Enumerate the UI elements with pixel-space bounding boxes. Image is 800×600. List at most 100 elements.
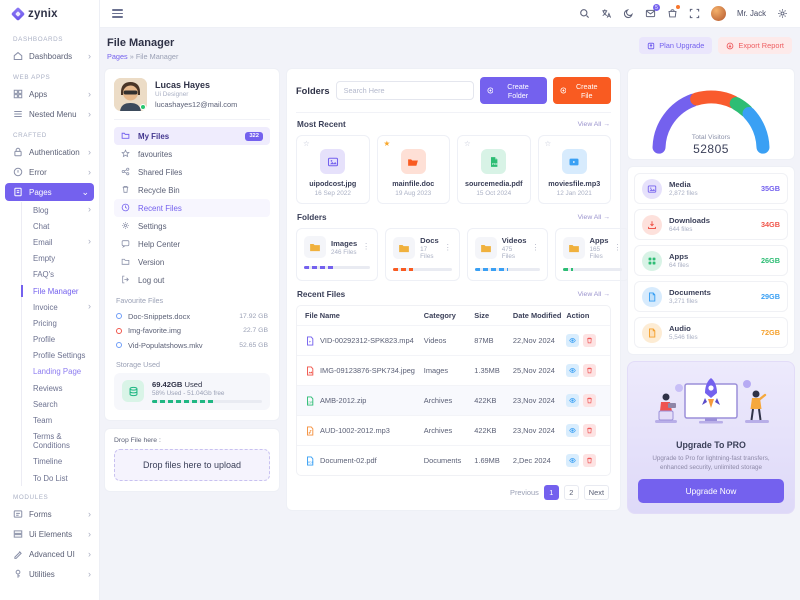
favourite-file-row[interactable]: Img-favorite.img 22.7 GB — [114, 324, 270, 339]
recent-file-card[interactable]: ☆ PDF sourcemedia.pdf 15 Oct 2024 — [457, 135, 531, 204]
gear-icon[interactable] — [777, 8, 788, 19]
create-folder-button[interactable]: Create Folder — [479, 77, 547, 104]
sidebar-subitem-pricing[interactable]: Pricing — [33, 318, 57, 328]
category-row-downloads[interactable]: Downloads 644 files 34GB — [634, 209, 788, 240]
upgrade-now-button[interactable]: Upgrade Now — [638, 479, 784, 504]
menu-item-shared-files[interactable]: Shared Files — [114, 163, 270, 181]
search-input[interactable] — [335, 81, 474, 100]
dark-mode-moon-icon[interactable] — [623, 8, 634, 19]
favourite-file-row[interactable]: Doc-Snippets.docx 17.92 GB — [114, 309, 270, 324]
kebab-menu-icon[interactable]: ⋮ — [443, 243, 452, 252]
pagination-page-2[interactable]: 2 — [563, 485, 579, 500]
folder-card-videos[interactable]: Videos 475 Files ⋮ — [466, 228, 548, 281]
sidebar-item-error[interactable]: Error › — [0, 162, 99, 182]
menu-item-settings[interactable]: Settings — [114, 217, 270, 235]
folder-card-apps[interactable]: Apps 165 Files ⋮ — [554, 228, 630, 281]
menu-item-recent-files[interactable]: Recent Files — [114, 199, 270, 217]
menu-item-log-out[interactable]: Log out — [114, 271, 270, 289]
file-dropzone[interactable]: Drop files here to upload — [114, 448, 270, 481]
sidebar-subitem-invoice[interactable]: Invoice › — [33, 301, 91, 312]
menu-item-my-files[interactable]: My Files 322 — [114, 127, 270, 145]
category-row-documents[interactable]: Documents 3,271 files 29GB — [634, 281, 788, 312]
table-row[interactable]: VID-00292312-SPK823.mp4 Videos 87MB 22,N… — [297, 325, 610, 355]
menu-item-favourites[interactable]: favourites — [114, 145, 270, 163]
view-file-button[interactable] — [566, 454, 580, 467]
table-row[interactable]: ZIP AMB-2012.zip Archives 422KB 23,Nov 20… — [297, 385, 610, 415]
sidebar-item-pages[interactable]: Pages ⌄ — [5, 183, 94, 201]
kebab-menu-icon[interactable]: ⋮ — [613, 243, 622, 252]
table-row[interactable]: AUD-1002-2012.mp3 Archives 422KB 23,Nov … — [297, 415, 610, 445]
mail-icon[interactable]: 5 — [645, 4, 660, 19]
create-file-button[interactable]: Create File — [552, 77, 611, 104]
delete-file-button[interactable] — [583, 454, 597, 467]
star-icon[interactable]: ☆ — [544, 139, 552, 148]
user-avatar[interactable] — [710, 6, 726, 21]
sidebar-subitem-timeline[interactable]: Timeline — [33, 457, 63, 467]
most-recent-view-all-link[interactable]: View All → — [577, 121, 610, 128]
delete-file-button[interactable] — [583, 424, 597, 437]
sidebar-subitem-empty[interactable]: Empty — [33, 254, 56, 264]
sidebar-subitem-search[interactable]: Search — [33, 399, 58, 409]
sidebar-subitem-faqs[interactable]: FAQ's — [33, 270, 54, 280]
category-row-apps[interactable]: Apps 64 files 26GB — [634, 245, 788, 276]
recent-file-card[interactable]: ☆ moviesfile.mp3 12 Jan 2021 — [537, 135, 611, 204]
star-icon[interactable]: ☆ — [303, 139, 310, 148]
recent-file-card[interactable]: ★ mainfile.doc 19 Aug 2023 — [376, 135, 450, 204]
pagination-page-1[interactable]: 1 — [543, 485, 559, 500]
pagination-next[interactable]: Next — [583, 485, 609, 500]
sidebar-item-dashboards[interactable]: Dashboards › — [0, 46, 99, 66]
sidebar-item-forms[interactable]: Forms › — [0, 504, 99, 524]
sidebar-subitem-profile[interactable]: Profile — [33, 335, 56, 345]
plan-upgrade-button[interactable]: Plan Upgrade — [639, 37, 713, 54]
view-file-button[interactable] — [566, 364, 580, 377]
folder-card-docs[interactable]: Docs 17 Files ⋮ — [385, 228, 460, 281]
menu-item-help-center[interactable]: Help Center — [114, 235, 270, 253]
brand-logo[interactable]: zynix — [0, 0, 99, 28]
kebab-menu-icon[interactable]: ⋮ — [362, 242, 371, 251]
sidebar-subitem-chat[interactable]: Chat — [33, 221, 50, 231]
sidebar-subitem-terms[interactable]: Terms & Conditions — [33, 432, 70, 451]
folders-view-all-link[interactable]: View All → — [577, 214, 610, 221]
recent-file-card[interactable]: ☆ uipodcost.jpg 16 Sep 2022 — [296, 135, 370, 204]
sidebar-subitem-file-manager[interactable]: File Manager — [21, 283, 99, 299]
table-row[interactable]: PDF Document-02.pdf Documents 1.69MB 2,De… — [297, 445, 610, 475]
kebab-menu-icon[interactable]: ⋮ — [531, 243, 540, 252]
export-report-button[interactable]: Export Report — [718, 37, 792, 54]
menu-toggle-icon[interactable] — [112, 9, 123, 18]
sidebar-item-advanced-ui[interactable]: Advanced UI › — [0, 544, 99, 564]
breadcrumb-pages-link[interactable]: Pages — [107, 52, 128, 61]
search-icon[interactable] — [579, 8, 590, 19]
sidebar-item-apps[interactable]: Apps › — [0, 84, 99, 104]
delete-file-button[interactable] — [583, 334, 597, 347]
pagination-previous[interactable]: Previous — [510, 488, 539, 497]
sidebar-subitem-profile-settings[interactable]: Profile Settings — [33, 351, 86, 361]
language-icon[interactable] — [601, 8, 612, 19]
sidebar-item-nested-menu[interactable]: Nested Menu › — [0, 104, 99, 124]
sidebar-subitem-email[interactable]: Email › — [33, 236, 91, 247]
menu-item-recycle-bin[interactable]: Recycle Bin — [114, 181, 270, 199]
sidebar-subitem-todo[interactable]: To Do List — [33, 473, 68, 483]
star-icon[interactable]: ☆ — [464, 139, 471, 148]
sidebar-subitem-team[interactable]: Team — [33, 416, 53, 426]
star-icon-filled[interactable]: ★ — [383, 139, 391, 148]
sidebar-item-ui-elements[interactable]: Ui Elements › — [0, 524, 99, 544]
cart-icon[interactable] — [667, 5, 680, 19]
recent-files-view-all-link[interactable]: View All → — [577, 291, 610, 298]
category-row-media[interactable]: Media 2,872 files 35GB — [634, 173, 788, 204]
view-file-button[interactable] — [566, 334, 580, 347]
sidebar-item-utilities[interactable]: Utilities › — [0, 564, 99, 584]
favourite-file-row[interactable]: Vid-Populatshows.mkv 52.65 GB — [114, 338, 270, 353]
sidebar-subitem-reviews[interactable]: Reviews — [33, 383, 63, 393]
table-row[interactable]: IMG-09123876-SPK734.jpeg Images 1.35MB 2… — [297, 355, 610, 385]
category-row-audio[interactable]: Audio 5,546 files 72GB — [634, 317, 788, 348]
delete-file-button[interactable] — [583, 364, 597, 377]
sidebar-subitem-blog[interactable]: Blog › — [33, 204, 91, 215]
fullscreen-icon[interactable] — [689, 8, 700, 19]
view-file-button[interactable] — [566, 394, 580, 407]
folder-card-images[interactable]: Images 246 Files ⋮ — [296, 228, 379, 281]
sidebar-item-authentication[interactable]: Authentication › — [0, 142, 99, 162]
menu-item-version[interactable]: Version — [114, 253, 270, 271]
view-file-button[interactable] — [566, 424, 580, 437]
sidebar-subitem-landing-page[interactable]: Landing Page — [33, 367, 82, 377]
delete-file-button[interactable] — [583, 394, 597, 407]
